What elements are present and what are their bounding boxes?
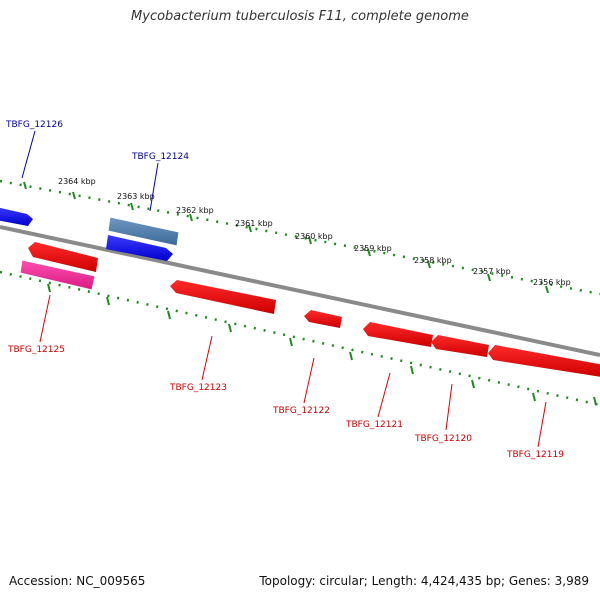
- gene-label[interactable]: TBFG_12123: [169, 383, 227, 393]
- gene-label[interactable]: TBFG_12124: [131, 152, 189, 162]
- gene-arrow-reverse[interactable]: [170, 280, 276, 314]
- gene-arrow-reverse[interactable]: [488, 345, 600, 377]
- gene-arrow-reverse[interactable]: [431, 335, 489, 357]
- gene-label[interactable]: TBFG_12121: [345, 420, 403, 430]
- feature-bar-reverse[interactable]: [19, 259, 96, 291]
- gene-label[interactable]: TBFG_12119: [506, 450, 564, 460]
- ruler-label: 2358 kbp: [414, 256, 452, 265]
- genome-summary: Topology: circular; Length: 4,424,435 bp…: [259, 574, 589, 588]
- gene-label[interactable]: TBFG_12122: [272, 406, 330, 416]
- ruler-label: 2363 kbp: [117, 192, 155, 201]
- gene-arrow-reverse[interactable]: [363, 322, 433, 347]
- accession-text: Accession: NC_009565: [9, 574, 146, 588]
- gene-label[interactable]: TBFG_12120: [414, 434, 472, 444]
- ruler-label: 2362 kbp: [176, 206, 214, 215]
- ruler-label: 2364 kbp: [58, 177, 96, 186]
- feature-bar-forward[interactable]: [107, 216, 180, 247]
- ruler-label: 2359 kbp: [354, 244, 392, 253]
- genome-backbone: [0, 225, 600, 357]
- map-title: Mycobacterium tuberculosis F11, complete…: [131, 9, 469, 24]
- gene-label[interactable]: TBFG_12125: [7, 345, 65, 355]
- label-leaders: [21, 130, 547, 448]
- gene-arrow-forward[interactable]: [106, 235, 173, 261]
- ruler-label: 2357 kbp: [473, 267, 511, 276]
- ruler-label: 2356 kbp: [533, 278, 571, 287]
- ruler-label: 2361 kbp: [235, 219, 273, 228]
- gene-label[interactable]: TBFG_12126: [5, 120, 63, 130]
- gene-arrow-reverse[interactable]: [28, 242, 98, 272]
- ruler-ticks: [23, 181, 597, 406]
- ruler-label: 2360 kbp: [295, 232, 333, 241]
- gene-arrow-forward[interactable]: [0, 207, 33, 226]
- gene-arrow-reverse[interactable]: [304, 310, 342, 328]
